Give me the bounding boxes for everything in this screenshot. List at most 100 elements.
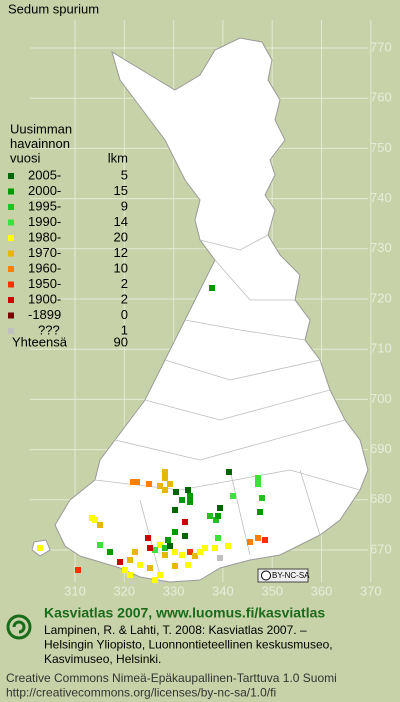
legend-swatch xyxy=(8,219,14,226)
legend-label: 2005- xyxy=(28,167,61,182)
legend-swatch xyxy=(8,328,14,334)
record xyxy=(172,563,178,569)
record xyxy=(162,552,168,558)
record xyxy=(107,549,113,555)
record xyxy=(130,479,136,485)
legend-count: 14 xyxy=(114,214,128,229)
legend-count: 10 xyxy=(114,260,128,275)
legend-total: 90 xyxy=(114,334,128,349)
northing-label: 750 xyxy=(370,140,392,155)
record xyxy=(255,481,261,487)
legend-swatch xyxy=(8,204,14,210)
legend-count: 2 xyxy=(121,276,128,291)
record xyxy=(213,517,219,523)
record xyxy=(127,557,133,563)
northing-label: 680 xyxy=(370,491,392,506)
legend-label: ??? xyxy=(38,322,60,337)
record xyxy=(37,545,43,551)
record xyxy=(157,483,163,489)
license-line: Creative Commons Nimeä-Epäkaupallinen-Ta… xyxy=(6,671,337,685)
record xyxy=(162,469,168,475)
legend-count: 12 xyxy=(114,245,128,260)
record xyxy=(89,515,95,521)
legend-label: 1990- xyxy=(28,214,61,229)
legend-count: 15 xyxy=(114,183,128,198)
record xyxy=(255,475,261,481)
record xyxy=(230,493,236,499)
record xyxy=(147,565,153,571)
legend-label: 1980- xyxy=(28,229,61,244)
record xyxy=(162,475,168,481)
record xyxy=(187,549,193,555)
footer: Lampinen, R. & Lahti, T. 2008: Kasviatla… xyxy=(6,623,337,700)
record xyxy=(137,562,143,568)
legend-count: 2 xyxy=(121,291,128,306)
citation-line: Kasvimuseo, Helsinki. xyxy=(44,652,161,666)
record xyxy=(225,543,231,549)
legend-heading: Uusimman xyxy=(10,121,72,136)
easting-label: 310 xyxy=(64,583,86,598)
legend-label: 1900- xyxy=(28,291,61,306)
record xyxy=(247,539,253,545)
legend-label: 1950- xyxy=(28,276,61,291)
record xyxy=(257,509,263,515)
record xyxy=(255,535,261,541)
record xyxy=(152,547,158,553)
species-title: Sedum spurium xyxy=(8,1,99,16)
easting-label: 330 xyxy=(163,583,185,598)
record xyxy=(215,513,221,519)
record xyxy=(226,469,232,475)
record xyxy=(182,533,188,539)
record xyxy=(165,537,171,543)
footer-title: Kasviatlas 2007, www.luomus.fi/kasviatla… xyxy=(44,605,325,621)
records xyxy=(37,285,268,583)
easting-label: 370 xyxy=(360,583,382,598)
northing-label: 710 xyxy=(370,341,392,356)
record xyxy=(147,545,153,551)
legend-label: 1960- xyxy=(28,260,61,275)
record xyxy=(167,481,173,487)
cc-badge-box xyxy=(257,568,309,583)
legend-swatch xyxy=(8,250,14,257)
record xyxy=(134,479,140,485)
legend-count-heading: lkm xyxy=(108,150,128,165)
record xyxy=(187,499,193,505)
atlas-logo xyxy=(6,614,32,640)
easting-label: 340 xyxy=(212,583,234,598)
record xyxy=(162,487,168,493)
record xyxy=(212,545,218,551)
record xyxy=(217,505,223,511)
record xyxy=(185,562,191,568)
northing-label: 720 xyxy=(370,290,392,305)
cc-badge: BY-NC-SA xyxy=(272,571,310,580)
record xyxy=(182,519,188,525)
record xyxy=(117,559,123,565)
record xyxy=(215,535,221,541)
record xyxy=(157,572,163,578)
legend-label: 1970- xyxy=(28,245,61,260)
record xyxy=(157,542,163,548)
record xyxy=(172,549,178,555)
northing-label: 740 xyxy=(370,190,392,205)
record xyxy=(75,567,81,573)
northing-label: 770 xyxy=(370,39,392,54)
record xyxy=(97,542,103,548)
record xyxy=(127,572,133,578)
record xyxy=(146,481,152,487)
legend-count: 0 xyxy=(121,307,128,322)
legend-swatch xyxy=(8,281,14,288)
record xyxy=(172,507,178,513)
record xyxy=(259,495,265,501)
record xyxy=(167,543,173,549)
record xyxy=(162,545,168,551)
legend-swatch xyxy=(8,297,14,303)
legend-swatch xyxy=(8,173,14,179)
legend-count: 5 xyxy=(121,167,128,182)
record xyxy=(173,489,179,495)
record xyxy=(122,567,128,573)
legend-label: 2000- xyxy=(28,183,61,198)
legend-count: 9 xyxy=(121,198,128,213)
citation-line: Helsingin Yliopisto, Luonnontieteellinen… xyxy=(44,638,333,652)
